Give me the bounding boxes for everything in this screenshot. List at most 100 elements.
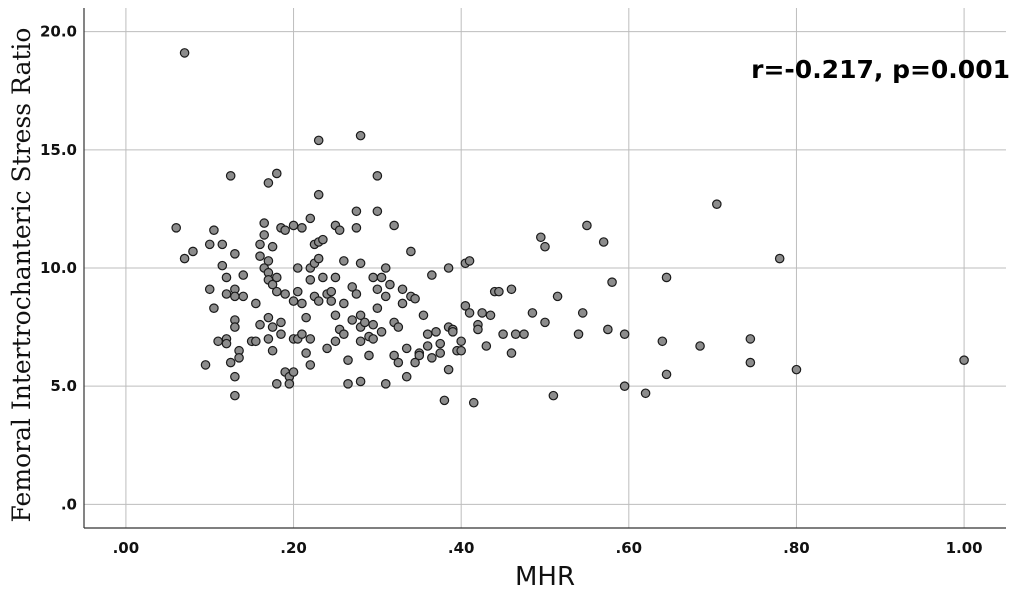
- data-point: [548, 390, 559, 401]
- data-point: [255, 251, 265, 261]
- data-point: [397, 298, 408, 309]
- data-point: [552, 291, 563, 302]
- data-point: [267, 345, 278, 356]
- correlation-annotation: r=-0.217, p=0.001: [751, 55, 1010, 84]
- data-point: [288, 220, 299, 231]
- data-point: [259, 218, 270, 228]
- data-point: [439, 395, 450, 406]
- data-point: [422, 329, 433, 339]
- data-point: [443, 263, 454, 273]
- data-point: [397, 284, 408, 295]
- data-point: [313, 135, 324, 146]
- data-point: [498, 329, 508, 339]
- data-point: [355, 130, 366, 141]
- data-point: [322, 343, 332, 354]
- data-point: [271, 272, 282, 283]
- data-point: [334, 225, 345, 235]
- data-point: [238, 291, 249, 302]
- data-point: [368, 334, 378, 344]
- data-point: [225, 357, 236, 368]
- data-point: [422, 341, 433, 351]
- data-point: [351, 206, 362, 217]
- data-point: [305, 334, 316, 344]
- data-point: [217, 239, 228, 250]
- data-point: [418, 310, 429, 321]
- x-tick-label: .60: [616, 539, 643, 557]
- data-point: [485, 310, 496, 321]
- data-point: [510, 329, 521, 339]
- data-point: [456, 336, 466, 347]
- data-point: [230, 371, 240, 382]
- data-point: [468, 397, 479, 408]
- data-point: [427, 353, 437, 363]
- data-point: [573, 329, 584, 339]
- data-point: [305, 275, 316, 285]
- data-point: [389, 220, 399, 231]
- data-point: [200, 360, 211, 370]
- data-point: [347, 282, 358, 292]
- data-point: [339, 256, 349, 266]
- data-point: [435, 348, 446, 358]
- data-point: [288, 367, 299, 377]
- x-tick-label: 1.00: [946, 539, 983, 557]
- data-point: [406, 246, 416, 257]
- data-point: [540, 241, 550, 252]
- data-point: [464, 256, 475, 266]
- data-point: [313, 253, 324, 264]
- data-point: [271, 379, 282, 389]
- x-tick-label: .20: [280, 539, 307, 557]
- data-point: [380, 291, 391, 302]
- data-point: [297, 223, 307, 233]
- data-point: [255, 319, 265, 330]
- data-point: [372, 303, 383, 313]
- data-point: [234, 353, 244, 363]
- y-tick-label: 10.0: [40, 259, 77, 277]
- data-point: [519, 329, 529, 339]
- data-point: [456, 345, 466, 356]
- data-point: [372, 171, 383, 181]
- y-tick-label: 15.0: [40, 141, 77, 159]
- data-point: [209, 225, 219, 235]
- data-point: [431, 327, 441, 337]
- data-point: [712, 199, 722, 209]
- data-point: [326, 296, 337, 306]
- data-point: [271, 168, 282, 179]
- data-point: [598, 237, 609, 247]
- data-point: [477, 308, 487, 318]
- data-point: [427, 270, 437, 280]
- data-point: [271, 286, 282, 297]
- data-point: [385, 279, 395, 290]
- data-point: [292, 286, 303, 297]
- data-point: [577, 308, 588, 318]
- data-point: [351, 223, 362, 233]
- tick-labels: .00 .20 .40 .60 .80 1.00 .0 5.0 10.0 15.0 20.0: [40, 23, 983, 557]
- data-point: [276, 317, 286, 328]
- x-tick-label: .40: [448, 539, 475, 557]
- data-point: [347, 315, 358, 325]
- data-point: [230, 390, 240, 401]
- data-point: [301, 312, 311, 323]
- data-point: [217, 260, 228, 271]
- grid-lines: [84, 8, 1006, 528]
- data-point: [230, 249, 240, 259]
- data-point: [473, 324, 483, 335]
- data-point: [339, 298, 349, 309]
- data-point: [221, 272, 232, 283]
- data-point: [393, 322, 404, 332]
- data-point: [368, 272, 378, 283]
- data-point: [435, 338, 446, 349]
- data-point: [276, 329, 286, 339]
- data-point: [288, 296, 299, 306]
- data-point: [695, 341, 705, 351]
- data-point: [401, 343, 412, 354]
- data-point: [263, 334, 274, 344]
- data-point: [305, 360, 316, 370]
- data-point: [209, 303, 219, 313]
- data-point: [251, 298, 261, 309]
- data-point: [368, 319, 378, 330]
- data-point: [494, 286, 504, 297]
- data-point: [280, 289, 290, 299]
- data-point: [355, 376, 366, 387]
- data-point: [339, 329, 349, 339]
